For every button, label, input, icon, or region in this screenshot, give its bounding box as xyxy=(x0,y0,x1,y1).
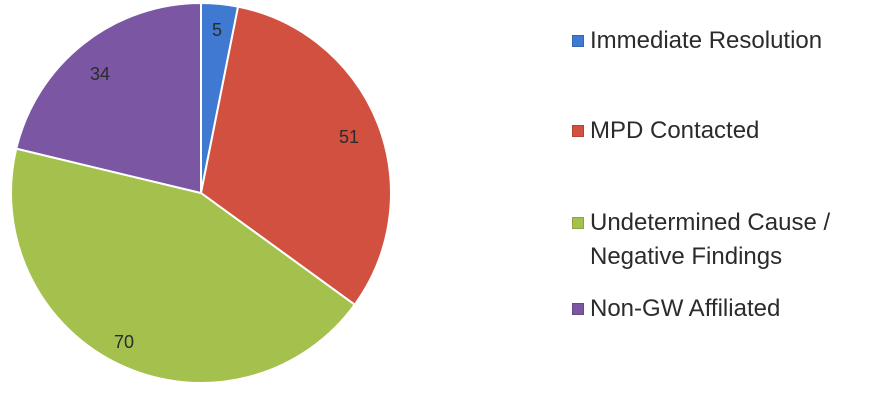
legend-label-undetermined-cause: Undetermined Cause / Negative Findings xyxy=(590,209,831,270)
legend-swatch-undetermined-cause xyxy=(572,217,584,229)
pie-slice-3 xyxy=(10,147,357,384)
pie-data-labels: 5 51 70 34 xyxy=(90,20,359,352)
legend-item-undetermined-cause: Undetermined Cause / Negative Findings xyxy=(572,206,830,274)
pie-slice-2 xyxy=(199,5,392,307)
legend-item-non-gw-affiliated: Non-GW Affiliated xyxy=(572,292,780,326)
legend-swatch-immediate-resolution xyxy=(572,35,584,47)
legend-item-mpd-contacted: MPD Contacted xyxy=(572,114,759,148)
legend-label-mpd-contacted: MPD Contacted xyxy=(590,117,760,144)
pie-slices xyxy=(10,1,392,384)
pie-data-label-4: 34 xyxy=(90,64,110,84)
legend-swatch-mpd-contacted xyxy=(572,125,584,137)
legend-label-non-gw-affiliated: Non-GW Affiliated xyxy=(590,295,781,322)
legend-label-immediate-resolution: Immediate Resolution xyxy=(590,27,823,54)
pie-data-label-3: 70 xyxy=(114,332,134,352)
pie-data-label-2: 51 xyxy=(339,127,359,147)
legend-swatch-non-gw-affiliated xyxy=(572,303,584,315)
pie-slice-4 xyxy=(15,1,202,195)
legend-item-immediate-resolution: Immediate Resolution xyxy=(572,24,822,58)
pie-data-label-1: 5 xyxy=(212,20,222,40)
